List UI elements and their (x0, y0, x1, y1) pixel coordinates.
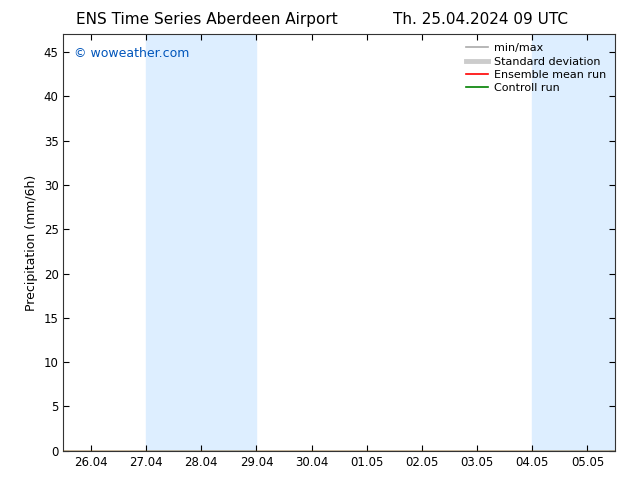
Text: © woweather.com: © woweather.com (74, 47, 190, 60)
Bar (146, 34, 256, 451)
Y-axis label: Precipitation (mm/6h): Precipitation (mm/6h) (25, 174, 38, 311)
Text: Th. 25.04.2024 09 UTC: Th. 25.04.2024 09 UTC (393, 12, 568, 27)
Bar (533, 34, 615, 451)
Text: ENS Time Series Aberdeen Airport: ENS Time Series Aberdeen Airport (76, 12, 338, 27)
Legend: min/max, Standard deviation, Ensemble mean run, Controll run: min/max, Standard deviation, Ensemble me… (463, 40, 609, 97)
